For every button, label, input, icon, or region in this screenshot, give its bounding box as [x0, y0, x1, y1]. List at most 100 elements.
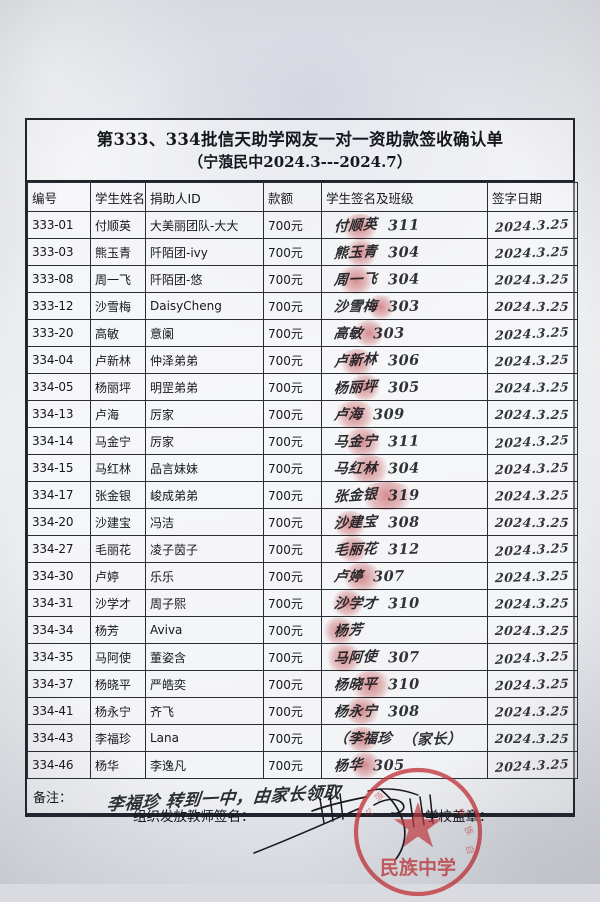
cell-donor-id: DaisyCheng — [145, 292, 264, 321]
cell-amount: 700元 — [263, 454, 322, 483]
table-row: 333-20 高敏 意阑 700元 高敏 303 2024.3.25 — [27, 319, 578, 348]
column-header-amount: 款额 — [263, 182, 322, 213]
cell-student-name: 杨晓平 — [90, 670, 146, 699]
cell-donor-id: 明罡弟弟 — [145, 373, 264, 402]
handwritten-signature: 毛丽花 — [333, 541, 379, 560]
table-row: 334-27 毛丽花 凌子茵子 700元 毛丽花 312 2024.3.25 — [27, 535, 578, 564]
cell-signature-date: 2024.3.25 — [487, 535, 578, 564]
handwritten-date: 2024.3.25 — [494, 487, 571, 504]
cell-student-id: 334-43 — [27, 724, 91, 753]
table-row: 334-30 卢婷 乐乐 700元 卢婷 307 2024.3.25 — [27, 562, 578, 592]
cell-student-signature: 马红林 304 — [321, 454, 488, 484]
cell-student-signature: 张金银 319 — [321, 481, 488, 511]
signature-content: 杨永宁 308 — [322, 698, 487, 724]
date-content: 2024.3.25 — [488, 644, 577, 670]
cell-amount: 700元 — [263, 697, 322, 726]
handwritten-signature: 卢新林 — [333, 351, 378, 371]
date-content: 2024.3.25 — [488, 671, 577, 697]
table-row: 334-43 李福珍 Lana 700元 （李福珍 （家长） 2024.3.25 — [27, 724, 578, 753]
cell-signature-date: 2024.3.25 — [487, 643, 578, 672]
date-content: 2024.3.25 — [488, 617, 577, 643]
cell-donor-id: 厉家 — [145, 400, 264, 429]
handwritten-date: 2024.3.25 — [494, 298, 571, 314]
cell-donor-id: 乐乐 — [145, 562, 264, 591]
table-row: 334-35 马阿使 董姿含 700元 马阿使 307 2024.3.25 — [27, 643, 578, 673]
cell-donor-id: 品言妹妹 — [145, 454, 264, 483]
cell-student-name: 马红林 — [90, 454, 146, 483]
cell-amount: 700元 — [263, 535, 322, 564]
handwritten-date: 2024.3.25 — [494, 514, 571, 530]
signature-content: 沙雪梅 303 — [322, 293, 487, 319]
signature-content: 杨丽坪 305 — [322, 374, 487, 400]
cell-donor-id: 意阑 — [145, 319, 264, 348]
column-header-date: 签字日期 — [487, 182, 578, 213]
handwritten-signature: 沙学才 — [332, 596, 379, 613]
cell-student-id: 334-46 — [27, 751, 91, 780]
date-content: 2024.3.25 — [488, 239, 577, 265]
date-content: 2024.3.25 — [488, 536, 577, 562]
signature-content: 周一飞 304 — [322, 266, 487, 292]
date-content: 2024.3.25 — [488, 266, 577, 292]
cell-student-name: 熊玉青 — [90, 238, 146, 267]
cell-student-id: 334-05 — [27, 373, 91, 402]
signature-content: 毛丽花 312 — [322, 536, 487, 562]
cell-amount: 700元 — [263, 238, 322, 267]
signature-content: 杨晓平 310 — [322, 671, 487, 697]
table-header-row: 编号 学生姓名 捐助人ID 款额 学生签名及班级 签字日期 — [27, 182, 578, 213]
signature-content: 卢婷 307 — [322, 563, 487, 589]
cell-student-id: 334-30 — [27, 562, 91, 591]
cell-student-name: 沙建宝 — [90, 508, 146, 537]
column-header-name: 学生姓名 — [90, 182, 146, 213]
page-title: 第333、334批信天助学网友一对一资助款签收确认单 — [96, 130, 504, 149]
date-content: 2024.3.25 — [488, 590, 577, 616]
cell-student-id: 334-15 — [27, 454, 91, 483]
cell-signature-date: 2024.3.25 — [487, 508, 578, 537]
cell-signature-date: 2024.3.25 — [487, 751, 578, 780]
cell-student-name: 沙学才 — [90, 589, 146, 618]
signature-content: 熊玉青 304 — [322, 239, 487, 265]
cell-student-id: 334-13 — [27, 400, 91, 429]
cell-student-signature: 杨丽坪 305 — [321, 373, 488, 402]
handwritten-date: 2024.3.25 — [495, 351, 570, 370]
signature-content: 杨华 305 — [322, 752, 487, 778]
cell-student-signature: 付顺英 311 — [321, 211, 488, 241]
cell-student-signature: 杨华 305 — [321, 751, 488, 780]
cell-signature-date: 2024.3.25 — [487, 427, 578, 456]
cell-signature-date: 2024.3.25 — [487, 616, 578, 645]
cell-amount: 700元 — [263, 751, 322, 780]
school-stamp-label: 学校盖章： — [425, 809, 493, 825]
handwritten-class-number: 310 — [387, 675, 420, 694]
cell-student-id: 333-08 — [27, 265, 91, 294]
column-header-id: 编号 — [27, 182, 91, 213]
cell-student-signature: 杨永宁 308 — [321, 697, 488, 726]
cell-amount: 700元 — [263, 508, 322, 537]
handwritten-signature: （李福珍 — [332, 731, 393, 748]
date-content: 2024.3.25 — [488, 563, 577, 589]
table-row: 334-17 张金银 峻成弟弟 700元 张金银 319 2024.3.25 — [27, 481, 578, 511]
handwritten-class-number: 312 — [387, 540, 420, 559]
table-row: 334-46 杨华 李逸凡 700元 杨华 305 2024.3.25 — [27, 751, 578, 780]
cell-student-signature: 马阿使 307 — [321, 643, 488, 673]
table-row: 334-05 杨丽坪 明罡弟弟 700元 杨丽坪 305 2024.3.25 — [27, 373, 578, 402]
cell-student-id: 333-20 — [27, 319, 91, 348]
signature-content: 卢海 309 — [322, 401, 487, 427]
cell-donor-id: 大美丽团队-大大 — [145, 211, 264, 240]
cell-signature-date: 2024.3.25 — [487, 697, 578, 726]
cell-student-name: 马金宁 — [90, 427, 146, 456]
table-row: 334-13 卢海 厉家 700元 卢海 309 2024.3.25 — [27, 400, 578, 430]
cell-student-name: 杨华 — [90, 751, 146, 780]
handwritten-signature: 马阿使 — [333, 649, 378, 668]
cell-student-id: 334-31 — [27, 589, 91, 618]
cell-student-name: 周一飞 — [90, 265, 146, 294]
handwritten-date: 2024.3.25 — [495, 647, 570, 667]
cell-student-signature: 杨晓平 310 — [321, 670, 488, 700]
handwritten-signature: 马金宁 — [333, 433, 379, 451]
cell-signature-date: 2024.3.25 — [487, 373, 578, 402]
cell-student-signature: 毛丽花 312 — [321, 535, 488, 564]
table-row: 334-37 杨晓平 严皓奕 700元 杨晓平 310 2024.3.25 — [27, 670, 578, 700]
date-content: 2024.3.25 — [488, 374, 577, 400]
handwritten-signature: 杨永宁 — [333, 703, 379, 721]
cell-amount: 700元 — [263, 562, 322, 591]
cell-donor-id: 周子熙 — [145, 589, 264, 618]
cell-signature-date: 2024.3.25 — [487, 724, 578, 753]
